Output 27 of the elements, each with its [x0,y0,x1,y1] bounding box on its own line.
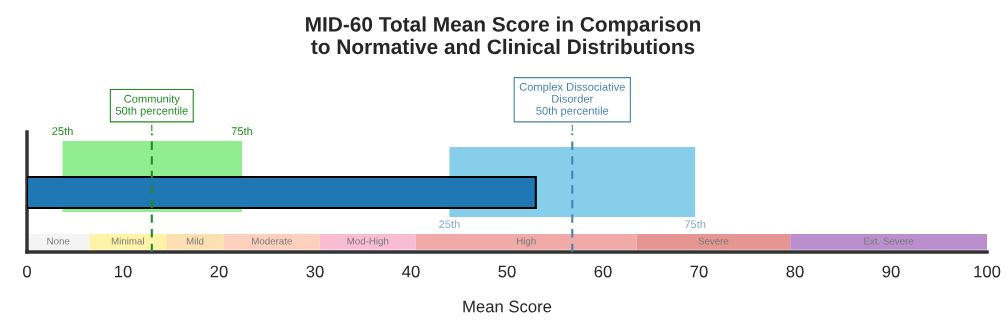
x-tick-label: 100 [974,265,1001,278]
annotation: 25th [439,220,460,229]
band-label: Moderate [252,237,292,245]
annotation: 75th [231,126,253,136]
x-tick-label: 50 [498,265,516,278]
band-label: None [47,237,70,245]
annotation: 25th [52,126,73,136]
x-tick-label: 10 [115,265,132,278]
x-tick-label: 60 [594,265,612,278]
x-tick-label: 20 [210,265,228,278]
x-tick-label: 40 [402,265,420,278]
band-label: Ext. Severe [864,237,914,245]
x-tick-label: 30 [306,265,324,278]
band-label: High [517,237,536,247]
x-tick-label: 70 [690,265,708,278]
x-tick-label: 80 [786,265,804,278]
x-tick-label: 0 [23,265,31,278]
x-axis-title: Mean Score [463,300,552,313]
band-label: Severe [698,237,729,245]
annotation: 75th [684,220,706,229]
ref-line-label: Community 50th percentile [115,94,188,117]
x-tick-label: 90 [882,265,900,278]
band-label: Mild [186,237,204,245]
band-label: Minimal [111,237,144,245]
ref-line-label: Complex Dissociative Disorder 50th percentile [519,82,625,117]
band-label: Mod-High [347,237,389,247]
chart-title: MID-60 Total Mean Score in Comparison to Normative and Clinical Distributions [306,16,701,55]
